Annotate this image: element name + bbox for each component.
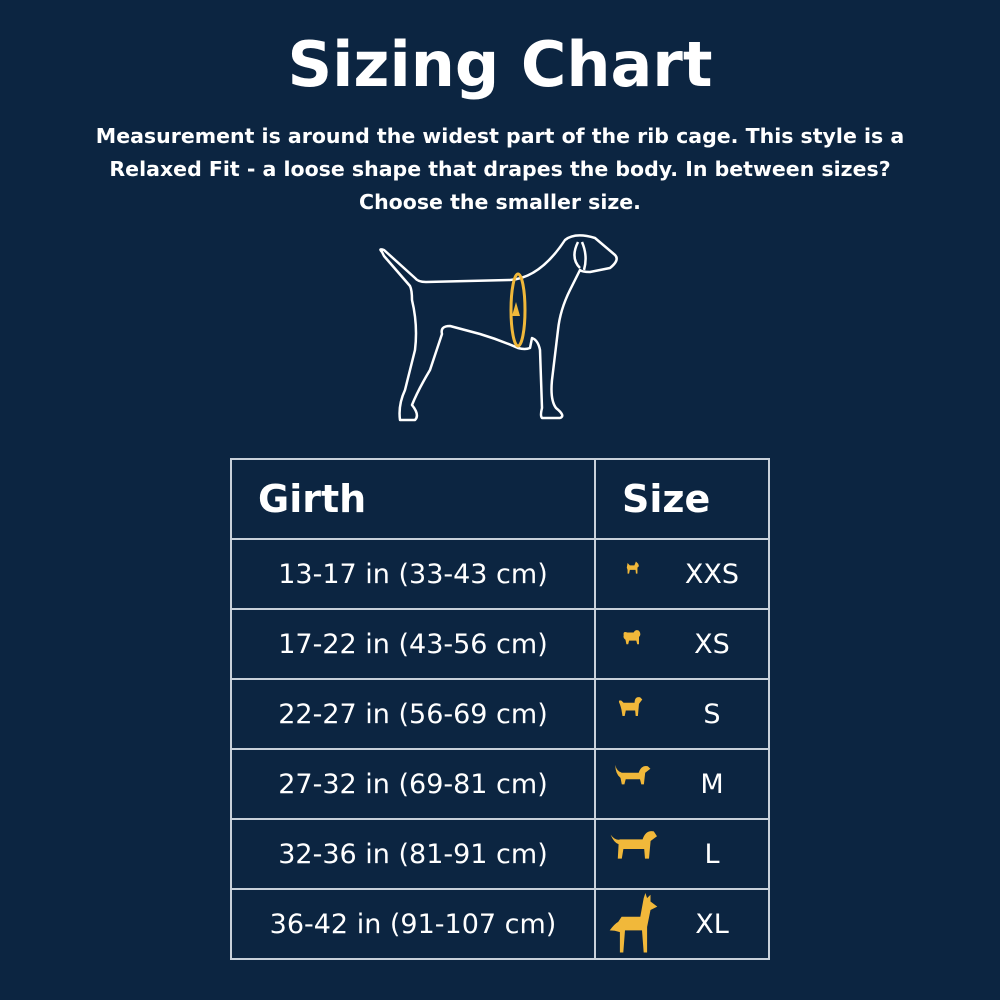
size-cell: XXS xyxy=(594,538,770,610)
dog-outline-icon xyxy=(379,234,618,422)
great-dane-icon xyxy=(596,893,674,954)
pomeranian-icon xyxy=(596,628,674,660)
size-table: Girth Size 13-17 in (33-43 cm) XXS 17-22… xyxy=(230,458,770,960)
table-row: 27-32 in (69-81 cm) M xyxy=(230,748,770,820)
size-cell: S xyxy=(594,678,770,750)
girth-cell: 13-17 in (33-43 cm) xyxy=(230,538,596,610)
size-cell: XL xyxy=(594,888,770,960)
page-title: Sizing Chart xyxy=(287,28,713,101)
girth-cell: 17-22 in (43-56 cm) xyxy=(230,608,596,680)
girth-header: Girth xyxy=(230,458,596,540)
dog-ear-icon xyxy=(573,241,587,271)
sizing-description: Measurement is around the widest part of… xyxy=(95,124,905,214)
table-row: 22-27 in (56-69 cm) S xyxy=(230,678,770,750)
table-row: 32-36 in (81-91 cm) L xyxy=(230,818,770,890)
size-label: XXS xyxy=(684,558,740,590)
girth-cell: 32-36 in (81-91 cm) xyxy=(230,818,596,890)
girth-arrow-icon xyxy=(512,302,520,316)
size-label: XL xyxy=(695,908,729,940)
table-row: 17-22 in (43-56 cm) XS xyxy=(230,608,770,680)
size-cell: M xyxy=(594,748,770,820)
girth-cell: 22-27 in (56-69 cm) xyxy=(230,678,596,750)
girth-cell: 36-42 in (91-107 cm) xyxy=(230,888,596,960)
size-label: XS xyxy=(694,628,730,660)
size-label: S xyxy=(703,698,721,730)
size-label: L xyxy=(704,838,720,870)
labrador-icon xyxy=(596,825,674,883)
size-cell: L xyxy=(594,818,770,890)
size-label: M xyxy=(700,768,724,800)
girth-measurement-loop xyxy=(509,272,527,348)
girth-cell: 27-32 in (69-81 cm) xyxy=(230,748,596,820)
retriever-icon xyxy=(596,761,674,808)
table-row: 13-17 in (33-43 cm) XXS xyxy=(230,538,770,610)
table-row: 36-42 in (91-107 cm) XL xyxy=(230,888,770,960)
size-header: Size xyxy=(594,458,770,540)
size-cell: XS xyxy=(594,608,770,680)
chihuahua-icon xyxy=(596,560,674,587)
table-header-row: Girth Size xyxy=(230,458,770,540)
dog-girth-illustration xyxy=(379,234,618,422)
poodle-icon xyxy=(596,694,674,734)
